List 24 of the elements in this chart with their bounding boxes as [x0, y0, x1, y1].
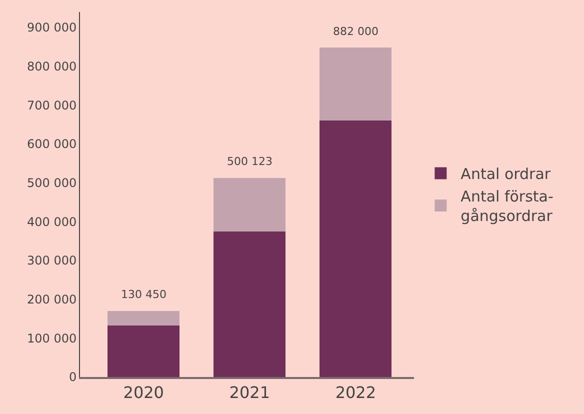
bar	[108, 326, 180, 377]
y-tick-label: 300 000	[26, 254, 77, 268]
bar	[320, 48, 392, 120]
y-tick-label: 600 000	[26, 137, 77, 152]
y-tick-label: 800 000	[26, 60, 77, 74]
y-tick-label: 100 000	[26, 331, 77, 346]
annotation: 130 450	[121, 288, 166, 301]
legend-label: Antal ordrar	[460, 165, 552, 184]
x-tick-label: 2021	[229, 383, 270, 402]
legend-label: Antal första- gångsordrar	[460, 188, 554, 226]
bar	[108, 310, 180, 326]
annotation: 882 000	[333, 25, 378, 38]
bar	[214, 178, 286, 232]
y-tick-label: 0	[68, 370, 77, 384]
y-tick-label: 200 000	[26, 292, 77, 307]
bar	[320, 120, 392, 377]
x-tick-label: 2022	[335, 383, 376, 402]
annotation: 500 123	[227, 155, 272, 168]
y-tick-label: 900 000	[26, 20, 77, 35]
y-tick-label: 400 000	[26, 214, 77, 229]
x-tick-label: 2020	[123, 383, 164, 402]
bar	[214, 231, 286, 377]
y-tick-label: 700 000	[26, 98, 77, 112]
y-tick-label: 500 000	[26, 176, 77, 190]
